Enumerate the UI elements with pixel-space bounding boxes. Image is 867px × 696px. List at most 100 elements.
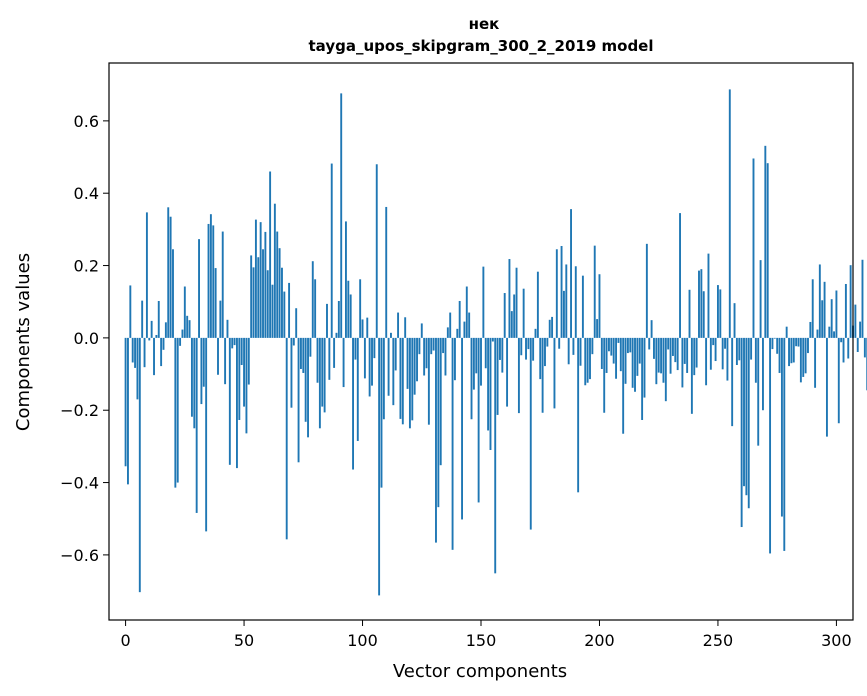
bar-192 [579,337,582,366]
y-tick-label: −0.6 [60,546,99,565]
bar-15 [160,337,163,367]
bar-185 [562,290,565,338]
bar-197 [591,337,594,355]
bar-76 [304,337,307,422]
bar-266 [754,337,757,383]
bar-87 [330,163,333,338]
bar-267 [757,337,760,446]
bar-247 [709,337,712,370]
bar-188 [570,209,572,338]
bar-36 [209,214,212,338]
bar-99 [359,279,362,338]
bar-274 [773,337,776,339]
bar-98 [356,337,359,441]
bar-224 [655,337,658,385]
bar-227 [662,337,665,383]
bar-50 [243,337,246,407]
bar-243 [700,269,703,338]
bar-9 [145,212,148,338]
x-tick-label: 50 [234,631,254,650]
bar-214 [631,337,634,388]
bar-39 [217,337,219,375]
bar-120 [408,337,411,429]
bar-293 [818,264,821,338]
bar-107 [378,337,381,596]
y-tick-label: −0.2 [60,401,99,420]
bar-146 [470,337,473,420]
bar-115 [397,312,400,338]
bar-250 [716,285,719,338]
bar-299 [833,331,835,338]
bar-64 [276,231,279,338]
bar-271 [766,163,769,338]
bar-239 [690,337,693,414]
bar-190 [574,266,577,338]
bar-17 [164,322,167,338]
bar-218 [641,337,644,420]
bar-200 [598,274,601,338]
bar-77 [307,337,309,438]
bar-102 [366,317,369,338]
bar-302 [840,337,843,343]
bar-78 [309,337,312,357]
bar-34 [205,337,208,532]
bar-126 [423,337,426,376]
x-tick-label: 100 [347,631,378,650]
bar-287 [804,337,807,374]
bar-286 [802,337,805,377]
bar-71 [292,337,295,346]
bar-144 [465,286,468,338]
bar-148 [475,337,478,374]
bar-154 [489,337,492,450]
bar-236 [683,337,686,364]
y-tick-label: 0.6 [74,112,99,131]
bar-26 [186,315,189,338]
bar-0 [124,337,127,467]
bar-132 [437,337,440,508]
bar-157 [496,337,499,415]
bar-273 [771,337,774,350]
bar-92 [342,337,345,388]
bar-288 [807,337,809,354]
bar-150 [480,337,482,386]
bar-155 [491,337,494,342]
bar-242 [698,270,700,338]
bar-94 [347,280,350,338]
bar-180 [551,316,554,338]
bar-207 [615,337,618,379]
bar-301 [837,337,840,424]
bar-269 [762,337,764,411]
bar-145 [468,312,471,338]
bar-212 [626,337,629,354]
bar-8 [143,337,146,368]
bar-35 [207,223,210,338]
bar-221 [648,337,651,350]
bar-11 [150,320,153,338]
bar-88 [333,337,336,368]
bar-103 [368,337,371,397]
bar-125 [420,323,423,338]
bar-165 [515,267,518,338]
bar-139 [453,337,456,381]
bar-283 [795,337,798,347]
bar-208 [617,337,620,343]
bar-133 [439,337,442,466]
bar-122 [413,337,416,395]
bar-83 [321,337,324,407]
bar-171 [529,337,532,530]
bars-group [124,89,867,596]
chart-title: нек [469,15,500,33]
bar-24 [181,329,184,338]
bar-281 [790,337,793,364]
bar-230 [669,337,672,374]
bar-295 [823,281,826,338]
bar-82 [318,337,321,429]
bar-70 [290,337,293,408]
bar-134 [442,337,445,354]
bar-54 [252,267,255,338]
bar-231 [671,337,674,356]
bar-3 [131,337,134,363]
bar-173 [534,328,537,338]
bar-152 [484,337,487,369]
bar-108 [380,337,383,488]
